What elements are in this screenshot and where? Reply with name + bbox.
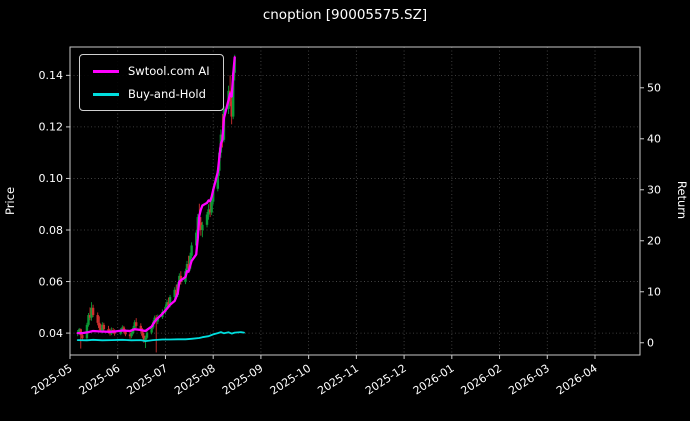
ai-line-swatch — [93, 69, 119, 73]
legend-label-ai: Swtool.com AI — [128, 64, 210, 78]
svg-text:2025-11: 2025-11 — [315, 362, 361, 398]
svg-text:2025-12: 2025-12 — [363, 362, 409, 398]
legend-item-ai: Swtool.com AI — [93, 64, 210, 78]
svg-text:40: 40 — [647, 133, 661, 146]
svg-text:0.08: 0.08 — [39, 224, 64, 237]
svg-text:2025-08: 2025-08 — [172, 362, 218, 398]
svg-text:2025-07: 2025-07 — [124, 362, 170, 398]
svg-text:2026-02: 2026-02 — [459, 362, 505, 398]
y-axis-label-price: Price — [3, 187, 17, 215]
legend: Swtool.com AI Buy-and-Hold — [79, 54, 224, 111]
svg-text:0.10: 0.10 — [39, 172, 64, 185]
svg-text:0.04: 0.04 — [39, 327, 64, 340]
svg-text:20: 20 — [647, 235, 661, 248]
svg-text:0.12: 0.12 — [39, 121, 64, 134]
svg-text:50: 50 — [647, 82, 661, 95]
chart-title: cnoption [90005575.SZ] — [262, 7, 428, 23]
svg-text:0: 0 — [647, 337, 654, 350]
buy-and-hold-line-swatch — [93, 92, 119, 96]
svg-text:2025-05: 2025-05 — [29, 362, 75, 398]
svg-text:2025-10: 2025-10 — [268, 362, 314, 398]
svg-text:10: 10 — [647, 286, 661, 299]
svg-text:2025-09: 2025-09 — [220, 362, 266, 398]
svg-text:2026-03: 2026-03 — [506, 362, 552, 398]
svg-text:30: 30 — [647, 184, 661, 197]
svg-text:0.14: 0.14 — [39, 69, 64, 82]
svg-text:2026-01: 2026-01 — [411, 362, 457, 398]
y-axis-label-return: Return — [675, 181, 689, 219]
svg-text:2026-04: 2026-04 — [554, 362, 600, 398]
svg-text:2025-06: 2025-06 — [77, 362, 123, 398]
legend-label-buy-and-hold: Buy-and-Hold — [128, 87, 206, 101]
svg-text:0.06: 0.06 — [39, 275, 64, 288]
legend-item-buy-and-hold: Buy-and-Hold — [93, 87, 210, 101]
